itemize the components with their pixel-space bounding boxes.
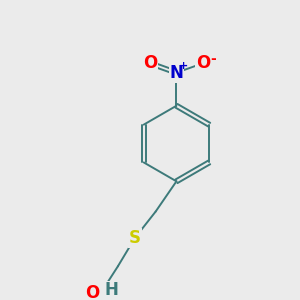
Text: H: H — [105, 281, 118, 299]
Text: O: O — [85, 284, 99, 300]
Text: -: - — [210, 52, 216, 65]
Text: N: N — [169, 64, 183, 82]
Text: O: O — [143, 54, 157, 72]
Text: S: S — [129, 229, 141, 247]
Text: O: O — [196, 54, 210, 72]
Text: +: + — [178, 61, 188, 71]
